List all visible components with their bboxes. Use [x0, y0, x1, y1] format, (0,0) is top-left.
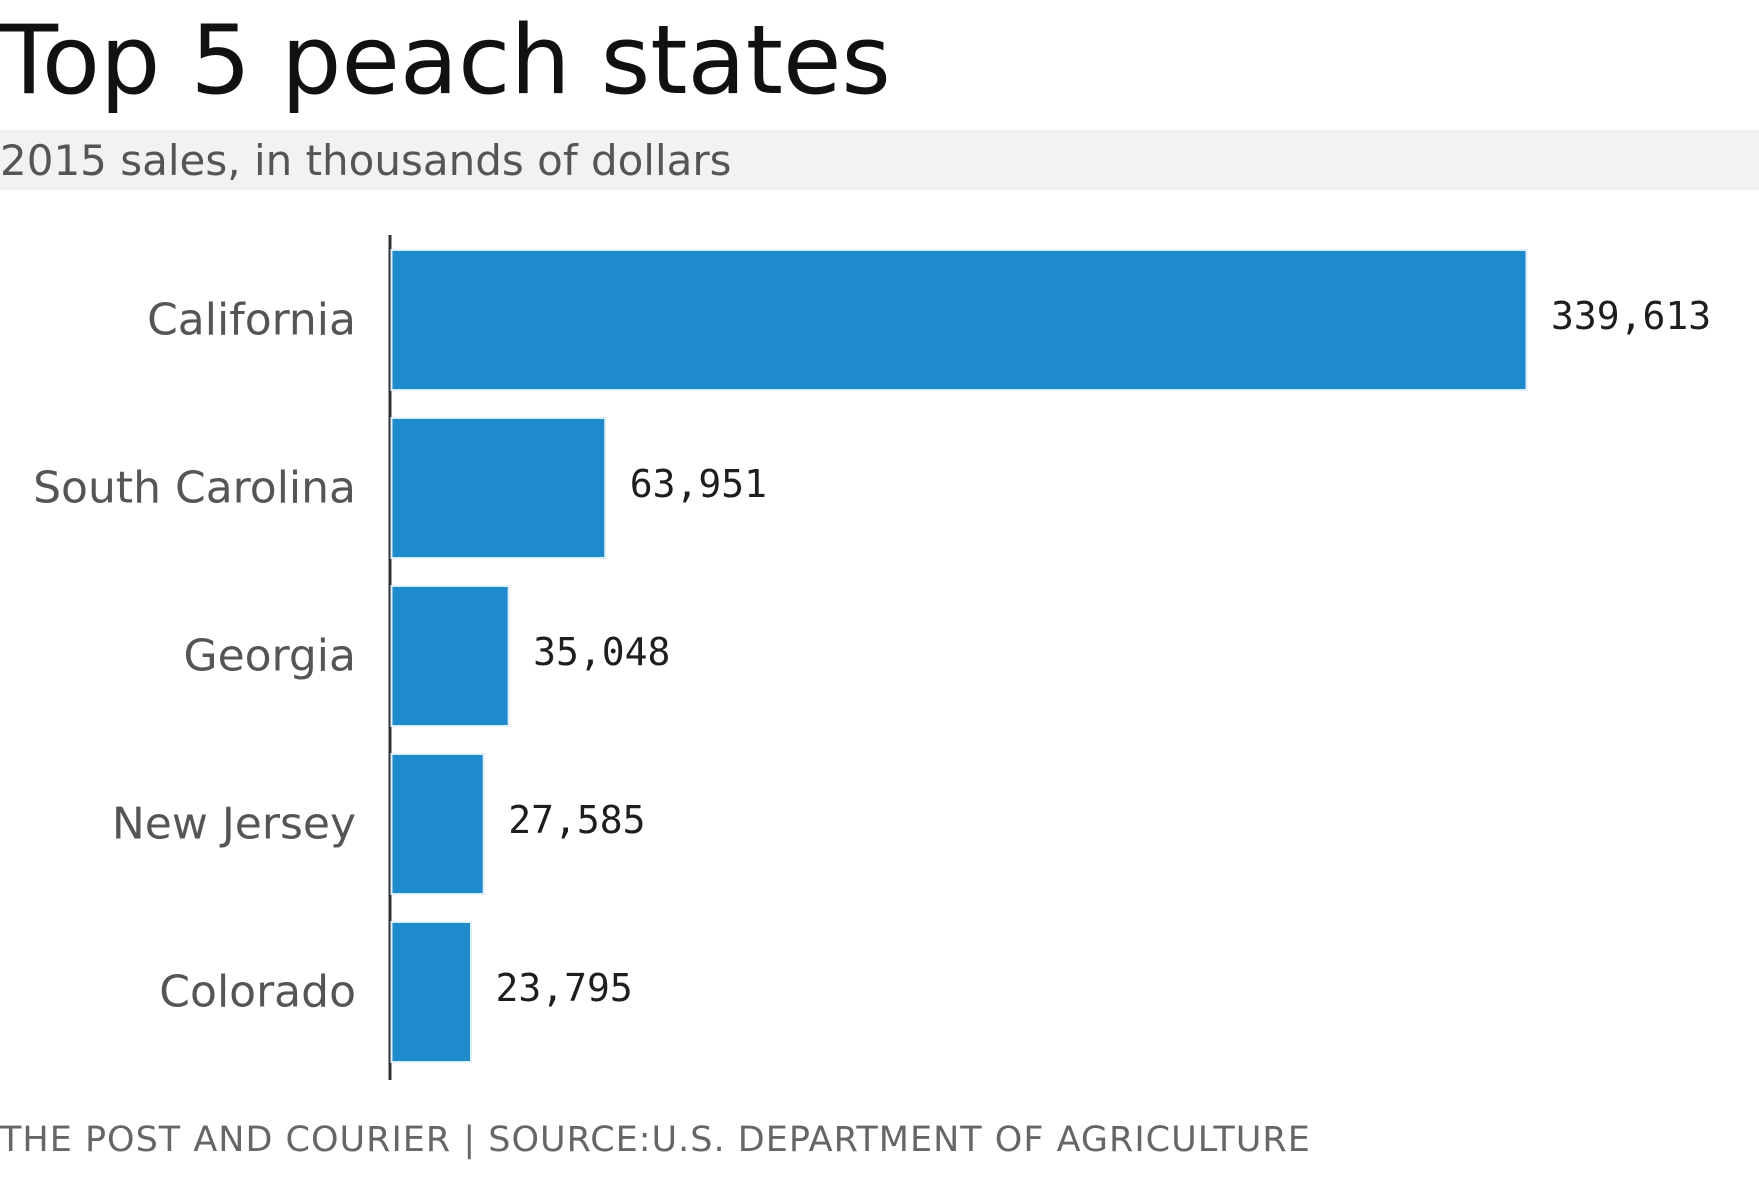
category-label: South Carolina: [33, 463, 356, 514]
value-label: 23,795: [496, 966, 633, 1010]
bar[interactable]: [390, 249, 1528, 391]
bar[interactable]: [390, 585, 510, 727]
source-credit: THE POST AND COURIER | SOURCE:U.S. DEPAR…: [0, 1120, 1311, 1160]
category-label: California: [147, 295, 356, 346]
value-label: 339,613: [1551, 294, 1711, 338]
chart-title: Top 5 peach states: [0, 6, 891, 116]
category-label: Colorado: [159, 967, 356, 1018]
category-label: New Jersey: [112, 799, 356, 850]
subtitle-band: 2015 sales, in thousands of dollars: [0, 130, 1759, 190]
bar[interactable]: [390, 921, 473, 1063]
bar[interactable]: [390, 417, 607, 559]
chart-subtitle: 2015 sales, in thousands of dollars: [0, 136, 732, 185]
value-label: 27,585: [508, 798, 645, 842]
category-label: Georgia: [183, 631, 356, 682]
bar-chart: California 339,613 South Carolina 63,951 Geo…: [33, 235, 1711, 1080]
value-label: 35,048: [533, 630, 670, 674]
bar[interactable]: [390, 753, 485, 895]
value-label: 63,951: [630, 462, 767, 506]
